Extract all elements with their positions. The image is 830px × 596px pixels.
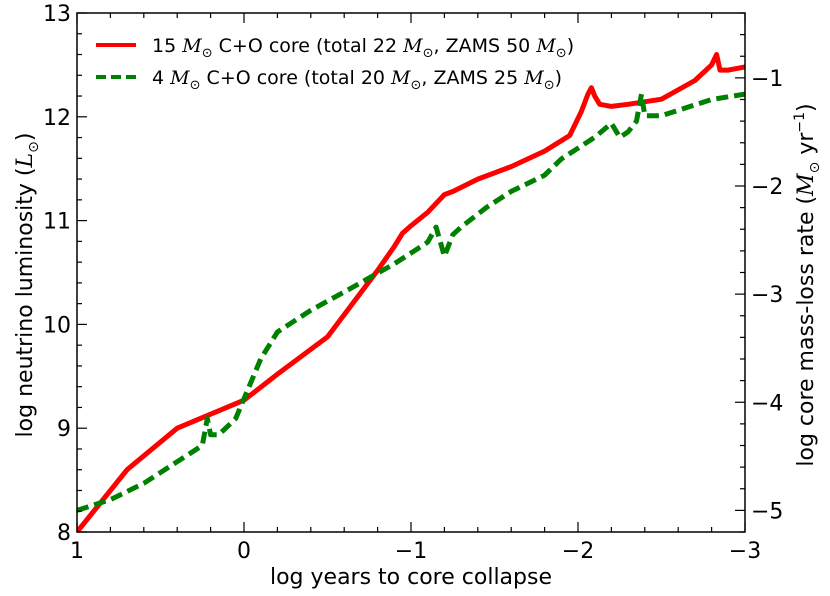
legend-2-m2: M bbox=[390, 67, 411, 89]
series-layer bbox=[77, 52, 745, 532]
left-axis-title-text: log neutrino luminosity (L⊙) bbox=[13, 133, 42, 438]
left-axis-title-prefix: log neutrino luminosity ( bbox=[13, 168, 38, 438]
legend-2-sun1: ⊙ bbox=[190, 78, 201, 93]
legend-1-part-d: ) bbox=[567, 35, 574, 57]
right-axis-title: log core mass-loss rate (M⊙ yr−1) bbox=[792, 103, 823, 466]
right-axis-title-unit: yr bbox=[794, 132, 819, 162]
right-axis-title-close: ) bbox=[794, 103, 819, 112]
y-right-tick-label-4: −1 bbox=[751, 67, 783, 92]
right-axis-title-prefix: log core mass-loss rate ( bbox=[794, 196, 819, 467]
legend-2-part-c: , ZAMS 25 bbox=[421, 67, 524, 89]
x-tick-label-3: −2 bbox=[562, 539, 594, 564]
series-line-1 bbox=[77, 52, 745, 532]
x-tick-label-2: −1 bbox=[395, 539, 427, 564]
x-tick-label-0: 1 bbox=[70, 539, 84, 564]
x-tick-label-4: −3 bbox=[729, 539, 761, 564]
y-left-tick-label-3: 11 bbox=[43, 210, 71, 235]
y-right-tick-label-2: −3 bbox=[751, 283, 783, 308]
y-left-tick-label-0: 8 bbox=[57, 521, 71, 546]
left-axis-title-sub: ⊙ bbox=[26, 141, 42, 153]
legend-1-m3: M bbox=[535, 35, 556, 57]
y-right-tick-label-3: −2 bbox=[751, 175, 783, 200]
x-tick-label-1: 0 bbox=[237, 539, 251, 564]
plot-area bbox=[77, 13, 745, 532]
legend-1-part-c: , ZAMS 50 bbox=[434, 35, 537, 57]
x-axis-title: log years to core collapse bbox=[270, 565, 552, 590]
plot-background bbox=[77, 13, 745, 532]
legend-1-sun2: ⊙ bbox=[423, 46, 434, 61]
y-left-tick-label-1: 9 bbox=[57, 417, 71, 442]
right-axis-title-symbol: M bbox=[794, 173, 819, 197]
legend-1-part-b: C+O core (total 22 bbox=[213, 35, 404, 57]
left-axis-title: log neutrino luminosity (L⊙) bbox=[13, 133, 42, 438]
legend-2-part-b: C+O core (total 20 bbox=[201, 67, 392, 89]
right-axis-title-exp: −1 bbox=[792, 112, 808, 133]
series-line-2 bbox=[77, 91, 745, 513]
ticks bbox=[76, 12, 746, 533]
legend-2-sun2: ⊙ bbox=[411, 78, 422, 93]
legend-1-m1: M bbox=[181, 35, 202, 57]
legend-label-series-1: 15 M⊙ C+O core (total 22 M⊙, ZAMS 50 M⊙) bbox=[152, 35, 574, 61]
legend-2-m1: M bbox=[169, 67, 190, 89]
legend-2-part-d: ) bbox=[555, 67, 562, 89]
y-left-tick-label-4: 12 bbox=[43, 106, 71, 131]
y-left-tick-label-2: 10 bbox=[43, 313, 71, 338]
y-right-tick-label-0: −5 bbox=[751, 499, 783, 524]
legend-2-sun3: ⊙ bbox=[544, 78, 555, 93]
left-axis-title-close: ) bbox=[13, 133, 38, 142]
legend-label-series-2: 4 M⊙ C+O core (total 20 M⊙, ZAMS 25 M⊙) bbox=[152, 67, 562, 93]
legend-1-m2: M bbox=[402, 35, 423, 57]
y-left-tick-label-5: 13 bbox=[43, 2, 71, 27]
right-axis-title-text: log core mass-loss rate (M⊙ yr−1) bbox=[792, 103, 823, 466]
legend: 15 M⊙ C+O core (total 22 M⊙, ZAMS 50 M⊙)… bbox=[96, 35, 574, 93]
left-axis-title-symbol: L bbox=[13, 153, 38, 169]
right-axis-title-sub: ⊙ bbox=[807, 162, 823, 174]
legend-1-sun3: ⊙ bbox=[556, 46, 567, 61]
legend-1-part-a: 15 bbox=[152, 35, 182, 57]
y-right-tick-label-1: −4 bbox=[751, 391, 783, 416]
legend-1-sun1: ⊙ bbox=[202, 46, 213, 61]
legend-2-part-a: 4 bbox=[152, 67, 170, 89]
legend-2-m3: M bbox=[523, 67, 544, 89]
